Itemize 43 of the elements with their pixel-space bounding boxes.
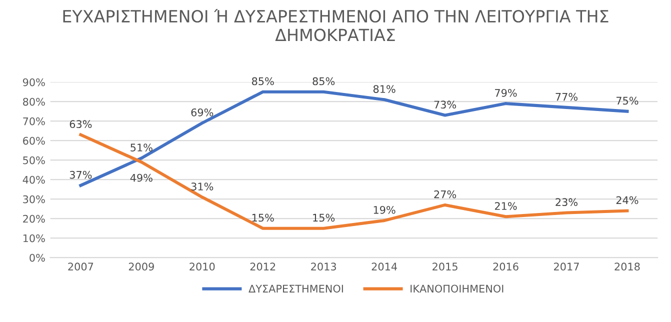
data-label: 51%	[130, 144, 152, 152]
legend-label: ΔΥΣΑΡΕΣΤΗΜΕΝΟΙ	[248, 284, 343, 293]
x-tick-label: 2015	[432, 262, 458, 271]
x-tick-label: 2016	[493, 262, 518, 271]
y-tick-label: 10%	[23, 234, 45, 242]
y-tick-label: 50%	[23, 156, 45, 164]
y-tick-label: 90%	[22, 78, 45, 86]
data-label: 85%	[312, 77, 335, 86]
data-label: 24%	[616, 196, 638, 204]
y-tick-label: 20%	[23, 214, 45, 223]
data-label: 15%	[313, 214, 335, 222]
x-tick-label: 2007	[68, 262, 94, 271]
data-label: 15%	[252, 214, 274, 222]
y-tick-label: 0%	[30, 254, 45, 262]
legend-label: ΙΚΑΝΟΠΟΙΗΜΕΝΟΙ	[410, 284, 504, 293]
data-label: 19%	[374, 206, 396, 214]
x-tick-label: 2010	[190, 262, 215, 271]
x-tick-label: 2009	[128, 262, 154, 271]
y-tick-label: 40%	[22, 176, 45, 184]
data-label: 85%	[252, 77, 274, 86]
data-label: 81%	[373, 85, 396, 93]
data-label: 27%	[434, 190, 456, 198]
data-label: 69%	[191, 108, 214, 116]
data-label: 75%	[616, 96, 638, 105]
x-tick-label: 2017	[554, 262, 579, 271]
y-tick-label: 70%	[23, 117, 45, 126]
data-label: 63%	[70, 120, 92, 128]
data-label: 79%	[495, 88, 517, 97]
chart-title: ΕΥΧΑΡΙΣΤΗΜΕΝΟΙ Ή ΔΥΣΑΡΕΣΤΗΜΕΝΟΙ ΑΠΟ ΤΗΝ ΛΕΙΤΟΥΡΓΙΑ ΤΗΣ ΔΗΜΟΚΡΑΤΙΑΣ	[63, 8, 608, 42]
data-label: 31%	[191, 182, 214, 190]
data-label: 73%	[434, 100, 456, 109]
x-tick-label: 2014	[372, 262, 397, 271]
y-tick-label: 30%	[23, 195, 45, 204]
data-label: 37%	[70, 170, 92, 179]
data-label: 77%	[556, 92, 578, 101]
x-tick-label: 2012	[250, 262, 276, 271]
y-tick-label: 80%	[23, 98, 45, 106]
data-label: 49%	[130, 174, 152, 182]
data-label: 21%	[494, 202, 517, 210]
data-label: 23%	[556, 198, 578, 206]
x-tick-label: 2013	[311, 262, 336, 271]
y-tick-label: 60%	[23, 136, 45, 145]
x-tick-label: 2018	[614, 262, 640, 271]
